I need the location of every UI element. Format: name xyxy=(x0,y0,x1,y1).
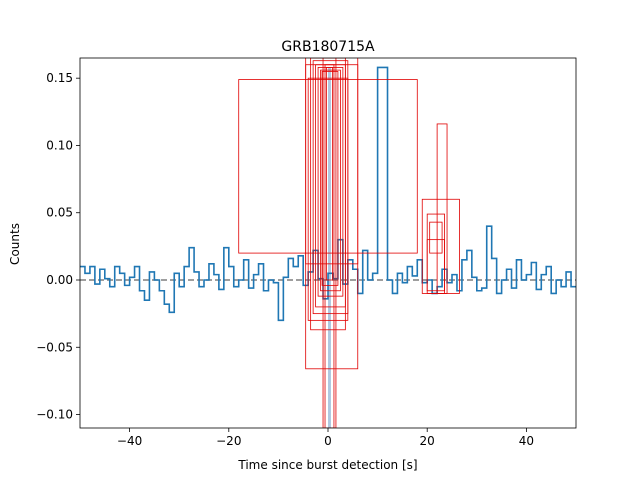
burst-band xyxy=(328,67,331,428)
x-tick-label: 0 xyxy=(324,434,332,448)
y-tick-label: −0.05 xyxy=(36,340,73,354)
y-tick-label: 0.10 xyxy=(46,138,73,152)
detection-box-10 xyxy=(324,64,335,428)
y-axis-label: Counts xyxy=(8,223,22,265)
detection-box-15 xyxy=(429,221,443,254)
x-tick-label: 40 xyxy=(519,434,534,448)
plot-area xyxy=(80,58,576,428)
y-tick-label: 0.15 xyxy=(46,71,73,85)
chart-title: GRB180715A xyxy=(281,39,375,55)
detection-box-12 xyxy=(307,77,349,321)
y-tick-label: −0.10 xyxy=(36,408,73,422)
lightcurve-series xyxy=(80,66,576,322)
x-axis-label: Time since burst detection [s] xyxy=(237,458,417,472)
y-tick-label: 0.05 xyxy=(46,206,73,220)
detection-box-11 xyxy=(326,67,333,281)
detection-box-8 xyxy=(321,71,339,286)
detection-box-7 xyxy=(320,69,341,292)
y-tick-label: 0.00 xyxy=(46,273,73,287)
detection-box-0 xyxy=(238,79,418,254)
detection-box-9 xyxy=(322,58,337,428)
x-tick-label: −40 xyxy=(117,434,142,448)
detection-box-16 xyxy=(436,123,448,294)
x-tick-label: 20 xyxy=(420,434,435,448)
x-tick-label: −20 xyxy=(216,434,241,448)
detection-box-17 xyxy=(426,239,445,292)
